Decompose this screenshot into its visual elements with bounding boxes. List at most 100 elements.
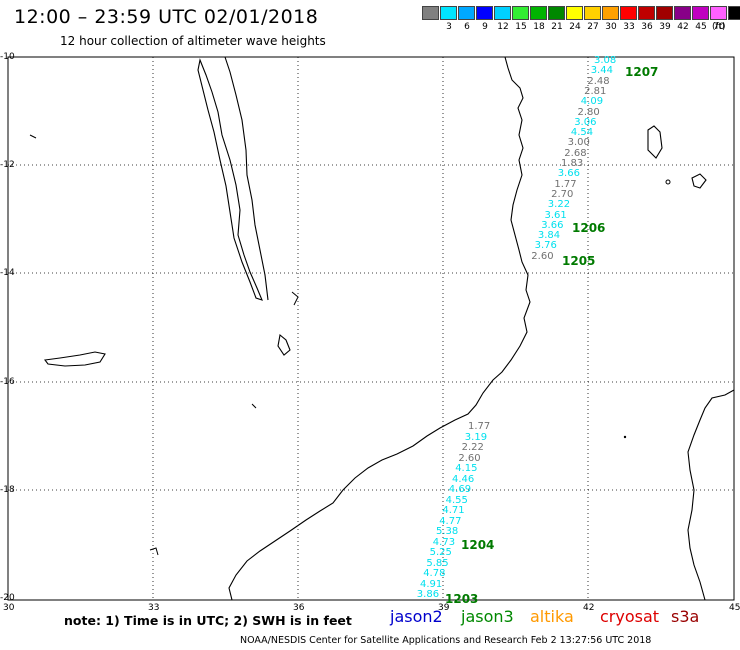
legend-swatch bbox=[584, 6, 601, 20]
wave-height-value: 1.83 bbox=[561, 158, 584, 169]
wave-height-value: 4.73 bbox=[432, 536, 456, 548]
color-legend-bar bbox=[422, 6, 740, 20]
latitude-label: -18 bbox=[0, 485, 15, 495]
wave-height-value: 1.77 bbox=[554, 178, 577, 190]
coastline-madagascar bbox=[687, 389, 735, 601]
wave-height-value: 5.85 bbox=[426, 557, 449, 569]
longitude-label: 39 bbox=[438, 603, 450, 613]
island-comoros bbox=[647, 125, 663, 159]
wave-height-value: 3.66 bbox=[541, 219, 564, 231]
wave-height-value: 4.46 bbox=[452, 473, 475, 485]
legend-swatch bbox=[638, 6, 655, 20]
island-mayotte bbox=[691, 173, 707, 189]
small-lake-4 bbox=[291, 291, 299, 306]
satellite-s3a: s3a bbox=[671, 607, 700, 626]
lake-shore bbox=[224, 56, 269, 301]
wave-height-value: 4.69 bbox=[448, 484, 472, 495]
legend-label: 36 bbox=[641, 22, 653, 32]
legend-swatch bbox=[512, 6, 529, 20]
satellite-cryosat: cryosat bbox=[600, 607, 660, 626]
grid bbox=[8, 57, 734, 600]
island-dot bbox=[665, 179, 671, 185]
wave-height-value: 3.44 bbox=[590, 65, 613, 77]
wave-height-value: 2.22 bbox=[461, 442, 484, 453]
longitude-label: 36 bbox=[293, 603, 305, 613]
lake-bangweulu bbox=[43, 351, 106, 367]
legend-label: 21 bbox=[551, 22, 563, 32]
wave-height-value: 3.86 bbox=[416, 589, 440, 600]
pass-number: 1206 bbox=[572, 221, 606, 235]
latitude-label: -12 bbox=[0, 160, 15, 170]
wave-height-value: 3.66 bbox=[557, 168, 580, 180]
wave-height-value: 4.15 bbox=[455, 463, 478, 474]
wave-height-value: 4.09 bbox=[580, 96, 604, 108]
wave-height-value: 3.61 bbox=[544, 209, 567, 221]
legend-label: 39 bbox=[659, 22, 671, 32]
latitude-label: -16 bbox=[0, 377, 15, 387]
legend-label: 45 bbox=[695, 22, 707, 32]
latitude-label: -14 bbox=[0, 268, 15, 278]
wave-height-value: 3.84 bbox=[537, 230, 561, 242]
small-lake-west bbox=[29, 134, 37, 139]
legend-swatch bbox=[440, 6, 457, 20]
legend-label: 3 bbox=[446, 22, 452, 32]
longitude-label: 33 bbox=[148, 603, 160, 613]
legend-label: 6 bbox=[464, 22, 470, 32]
wave-height-value: 3.06 bbox=[574, 116, 597, 128]
wave-height-value: 4.54 bbox=[570, 127, 594, 139]
small-lake-2 bbox=[149, 547, 159, 556]
small-lake-3 bbox=[251, 403, 257, 409]
pass-number: 1204 bbox=[461, 538, 495, 552]
legend-swatch bbox=[620, 6, 637, 20]
wave-height-value: 1.77 bbox=[468, 421, 491, 432]
legend-swatch bbox=[692, 6, 709, 20]
latitude-label: -10 bbox=[0, 52, 15, 62]
wave-height-value: 4.78 bbox=[423, 568, 446, 579]
legend-swatch bbox=[476, 6, 493, 20]
longitude-label: 45 bbox=[729, 603, 740, 613]
wave-height-value: 4.91 bbox=[420, 578, 443, 590]
legend-swatch bbox=[566, 6, 583, 20]
legend-label: 30 bbox=[605, 22, 617, 32]
legend-swatch bbox=[710, 6, 727, 20]
legend-swatch bbox=[458, 6, 475, 20]
legend-swatch bbox=[656, 6, 673, 20]
legend-swatch bbox=[548, 6, 565, 20]
legend-label: 42 bbox=[677, 22, 689, 32]
page-subtitle: 12 hour collection of altimeter wave hei… bbox=[60, 34, 326, 48]
legend-swatch bbox=[728, 6, 740, 20]
wave-height-value: 5.25 bbox=[429, 547, 452, 558]
wave-height-value: 3.08 bbox=[594, 55, 617, 66]
satellite-jason3: jason3 bbox=[461, 607, 514, 626]
wave-height-value: 3.22 bbox=[547, 199, 571, 211]
coastline-mainland bbox=[228, 56, 531, 601]
wave-height-value: 4.55 bbox=[445, 494, 468, 506]
legend-label: 9 bbox=[482, 22, 488, 32]
wave-height-value: 2.48 bbox=[587, 75, 610, 87]
legend-swatch bbox=[530, 6, 547, 20]
map-frame bbox=[7, 56, 735, 601]
latitude-label: -20 bbox=[0, 593, 15, 603]
color-legend-labels: 3 6 9 12 15 18 21 24 27 30 33 36 39 42 45 70 bbox=[422, 22, 728, 32]
longitude-label: 30 bbox=[3, 603, 15, 613]
legend-swatch bbox=[494, 6, 511, 20]
legend-label: 27 bbox=[587, 22, 599, 32]
legend-label: 70 bbox=[713, 22, 725, 32]
legend-label: 24 bbox=[569, 22, 581, 32]
satellite-jason2: jason2 bbox=[390, 607, 443, 626]
wave-height-value: 3.00 bbox=[567, 137, 590, 149]
wave-height-value: 2.70 bbox=[551, 188, 574, 200]
legend-label: 33 bbox=[623, 22, 635, 32]
legend-label: 12 bbox=[497, 22, 509, 32]
legend-label: 18 bbox=[533, 22, 545, 32]
pass-number: 1205 bbox=[562, 254, 596, 268]
page-title: 12:00 – 23:59 UTC 02/01/2018 bbox=[14, 6, 319, 28]
pass-number: 1203 bbox=[445, 592, 479, 606]
wave-height-value: 2.60 bbox=[458, 452, 481, 464]
wave-height-value: 2.80 bbox=[577, 106, 600, 118]
satellite-altika: altika bbox=[530, 607, 574, 626]
wave-height-value: 4.71 bbox=[442, 505, 465, 516]
lake-small bbox=[277, 333, 291, 356]
note-text: note: 1) Time is in UTC; 2) SWH is in fe… bbox=[64, 613, 352, 628]
